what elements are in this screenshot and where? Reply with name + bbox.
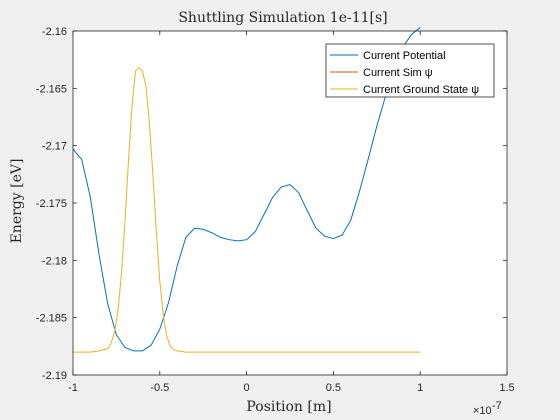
x-tick-label: 0.5: [326, 382, 341, 394]
y-axis-label: Energy [eV]: [9, 159, 25, 244]
y-tick-label: -2.17: [42, 141, 67, 153]
legend: Current Potential Current Sim ψ Current Gr…: [325, 43, 495, 98]
series-line-3: [73, 67, 421, 353]
x-exponent: ×10 -7: [473, 400, 502, 417]
plot-border: [72, 30, 508, 376]
y-tick-label: -2.165: [36, 83, 67, 95]
x-tick-label: 1: [417, 382, 423, 394]
y-tick-label: -2.18: [42, 255, 67, 267]
x-exponent-power: -7: [492, 400, 502, 412]
x-tick-label: -1: [68, 382, 78, 394]
x-tick-label: 0: [244, 382, 250, 394]
x-axis-label: Position [m]: [246, 399, 331, 415]
y-tick-label: -2.16: [42, 26, 67, 38]
x-tick-label: 1.5: [499, 382, 514, 394]
x-exponent-base: ×10: [473, 405, 492, 417]
legend-label-1: Current Potential: [363, 50, 446, 62]
legend-box: [325, 43, 495, 98]
y-tick-label: -2.185: [36, 313, 67, 325]
legend-label-2: Current Sim ψ: [363, 67, 433, 79]
y-tick-label: -2.19: [42, 370, 67, 382]
series-line-1: [72, 27, 421, 352]
series-layer: [72, 27, 421, 353]
chart-title: Shuttling Simulation 1e-11[s]: [178, 10, 387, 26]
y-tick-label: -2.175: [36, 198, 67, 210]
legend-label-3: Current Ground State ψ: [363, 84, 479, 96]
x-tick-label: -0.5: [150, 382, 169, 394]
